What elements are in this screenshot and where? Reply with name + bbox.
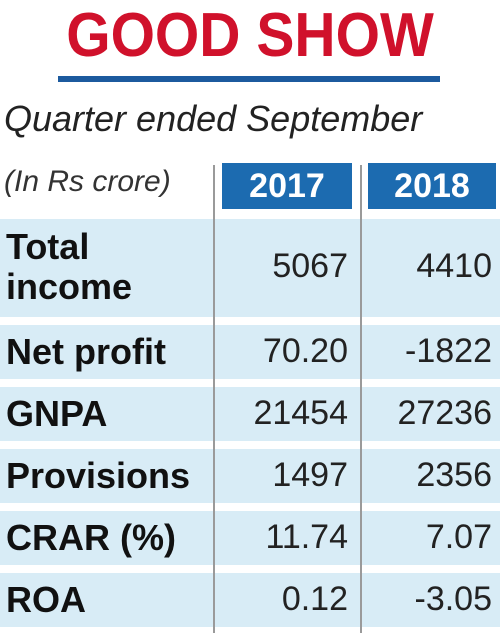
cell-total-income-2017: 5067 [272,247,348,285]
cell-provisions-2018: 2356 [416,456,492,494]
table-row-gnpa: GNPA 21454 27236 [0,387,500,441]
table-row-crar: CRAR (%) 11.74 7.07 [0,511,500,565]
table-row-provisions: Provisions 1497 2356 [0,449,500,503]
column-divider-right [360,165,362,633]
cell-total-income-2018: 4410 [416,247,492,285]
row-label-total-income: Total income [6,226,133,307]
cell-provisions-2017: 1497 [272,456,348,494]
cell-crar-2017: 11.74 [265,518,348,556]
units-label: (In Rs crore) [4,165,171,198]
title-underline [58,76,440,82]
cell-roa-2018: -3.05 [414,580,493,618]
cell-net-profit-2018: -1822 [405,332,492,370]
row-label-roa: ROA [6,579,86,620]
table-row-net-profit: Net profit 70.20 -1822 [0,325,500,379]
cell-gnpa-2018: 27236 [397,394,492,432]
cell-crar-2018: 7.07 [425,518,492,556]
row-label-crar: CRAR (%) [6,517,176,558]
column-header-2017: 2017 [222,163,352,209]
table-row-total-income: Total income 5067 4410 [0,219,500,317]
cell-roa-2017: 0.12 [281,580,348,618]
table-row-roa: ROA 0.12 -3.05 [0,573,500,627]
chart-subtitle: Quarter ended September [4,98,423,139]
column-header-2018: 2018 [368,163,496,209]
row-label-gnpa: GNPA [6,393,108,434]
chart-title: GOOD SHOW [66,1,434,70]
cell-gnpa-2017: 21454 [253,394,348,432]
column-divider-left [213,165,215,633]
cell-net-profit-2017: 70.20 [262,332,348,370]
row-label-provisions: Provisions [6,455,191,496]
row-label-net-profit: Net profit [6,331,166,372]
